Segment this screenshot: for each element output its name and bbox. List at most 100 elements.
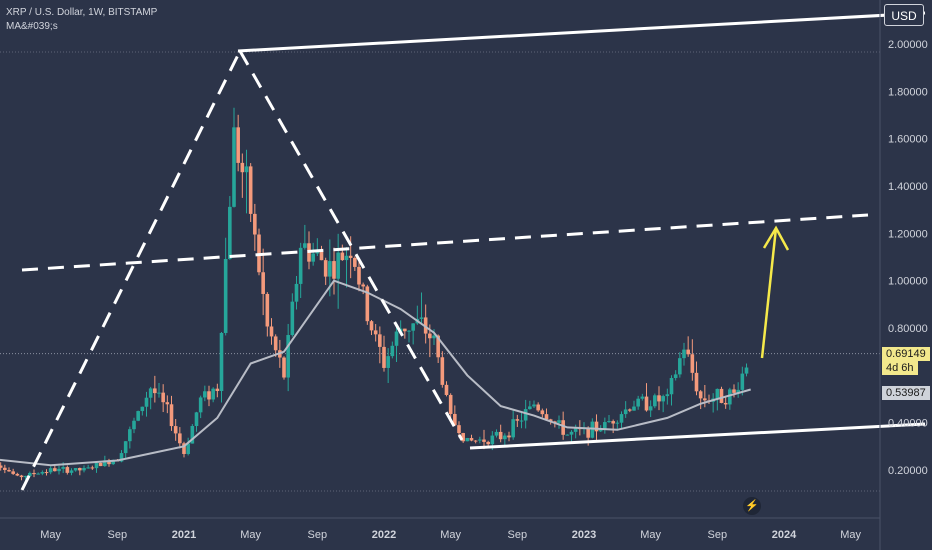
candle-body [590, 421, 595, 438]
candle-body [248, 166, 253, 214]
candle-body [211, 388, 215, 400]
candle-body [636, 398, 640, 407]
candle-body [194, 412, 199, 427]
x-tick-label: May [240, 529, 261, 541]
candle-body [428, 333, 432, 339]
candle-body [169, 404, 174, 427]
y-tick-label: 0.20000 [888, 465, 928, 477]
y-tick-label: 0.40000 [888, 418, 928, 430]
candle-body [215, 388, 220, 392]
candle-body [394, 331, 399, 346]
x-tick-label: 2021 [172, 529, 196, 541]
candle-body [315, 251, 320, 254]
candle-body [65, 467, 70, 473]
candle-body [353, 257, 357, 267]
candle-body [407, 330, 411, 332]
y-tick-label: 1.00000 [888, 276, 928, 288]
candle-body [715, 388, 720, 399]
candle-body [173, 426, 178, 434]
dashed-rally-line[interactable] [20, 50, 242, 491]
candle-body [103, 460, 107, 467]
candle-body [544, 414, 549, 420]
candle-body [86, 467, 90, 469]
candle-body [232, 127, 236, 207]
candle-body [311, 253, 315, 262]
candle-body [698, 391, 703, 399]
candle-body [157, 392, 161, 394]
dashed-decline-line[interactable] [238, 50, 464, 441]
candle-body [303, 243, 307, 248]
candle-body [3, 467, 7, 471]
candle-body [323, 260, 328, 277]
candle-body [403, 328, 407, 332]
candle-body [73, 468, 78, 471]
candle-body [723, 402, 728, 405]
candle-body [265, 293, 270, 327]
candle-body [90, 467, 95, 469]
candle-body [703, 398, 707, 401]
candle-body [332, 261, 336, 279]
bar-countdown-tag: 4d 6h [882, 361, 918, 375]
candle-body [732, 389, 736, 393]
chart-legend: XRP / U.S. Dollar, 1W, BITSTAMP MA&#039;… [6, 6, 157, 34]
lightning-icon[interactable]: ⚡ [743, 497, 761, 515]
y-tick-label: 0.80000 [888, 323, 928, 335]
candle-body [357, 266, 361, 285]
candle-body [48, 468, 53, 473]
x-tick-label: May [640, 529, 661, 541]
target-arrow-line[interactable] [760, 227, 778, 359]
channel-upper-line[interactable] [237, 11, 926, 53]
candle-body [448, 394, 453, 414]
candle-body [223, 258, 228, 333]
candle-body [548, 419, 553, 422]
candle-body [411, 323, 415, 331]
candle-body [390, 345, 395, 357]
candle-body [186, 443, 190, 454]
candle-body [432, 335, 436, 339]
candle-body [444, 384, 449, 395]
candle-body [111, 460, 115, 465]
candle-body [573, 428, 578, 432]
candle-body [644, 396, 649, 411]
channel-lower-line[interactable] [469, 422, 926, 450]
y-tick-label: 1.20000 [888, 228, 928, 240]
candle-body [140, 406, 145, 412]
candle-body [319, 251, 324, 261]
candle-body [153, 388, 157, 394]
candle-body [40, 472, 45, 474]
currency-button[interactable]: USD [884, 4, 924, 26]
candle-body [598, 429, 603, 432]
candle-body [569, 431, 574, 435]
candle-body [515, 419, 520, 421]
x-tick-label: Sep [708, 529, 728, 541]
candle-body [336, 252, 340, 279]
symbol-title[interactable]: XRP / U.S. Dollar, 1W, BITSTAMP [6, 7, 158, 18]
indicator-label[interactable]: MA&#039;s [6, 21, 58, 32]
x-tick-label: Sep [108, 529, 128, 541]
candle-body [94, 462, 99, 469]
candle-body [286, 335, 290, 378]
candle-body [240, 162, 245, 173]
candle-body [219, 332, 224, 392]
candle-body [132, 420, 136, 430]
candle-body [7, 470, 11, 472]
candle-body [665, 394, 670, 397]
y-tick-label: 2.00000 [888, 39, 928, 51]
candle-body [340, 252, 345, 261]
candle-body [594, 421, 599, 432]
dashed-resistance-line[interactable] [21, 213, 869, 272]
trend-drawings[interactable] [20, 11, 926, 491]
candle-body [69, 470, 74, 473]
candle-body [423, 317, 428, 334]
candle-body [453, 413, 457, 426]
x-tick-label: Sep [308, 529, 328, 541]
candle-body [669, 378, 674, 395]
candle-body [373, 330, 378, 335]
candle-body [607, 421, 611, 423]
target-arrow-head[interactable] [762, 225, 790, 251]
candle-body [294, 283, 299, 302]
candle-body [490, 435, 495, 445]
candle-body [236, 127, 240, 163]
